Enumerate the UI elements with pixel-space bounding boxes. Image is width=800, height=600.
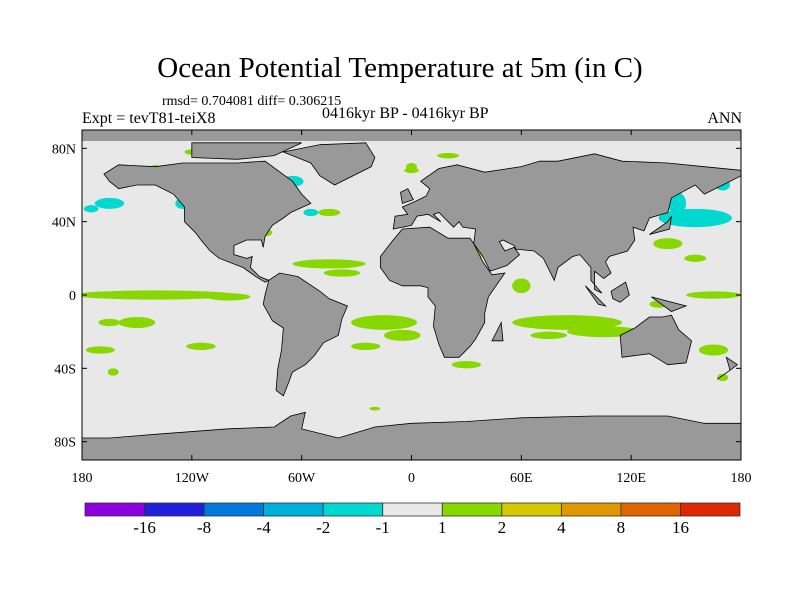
cool-anomaly-6	[303, 208, 319, 217]
warm-anomaly-19	[318, 208, 341, 217]
south-america	[262, 272, 348, 397]
colorbar-box	[441, 502, 503, 517]
cool-anomaly-2	[94, 197, 125, 209]
colorbar-label: 4	[557, 518, 566, 537]
colorbar-label: -16	[133, 518, 156, 537]
greenland	[281, 142, 376, 186]
australia	[619, 314, 693, 366]
y-tick-label: 80S	[54, 436, 76, 451]
warm-anomaly-4	[351, 315, 417, 330]
season-label: ANN	[707, 110, 742, 127]
antarctica	[82, 411, 741, 460]
x-tick-label: 60E	[510, 471, 533, 486]
map-layer	[82, 130, 741, 460]
experiment-label: Expt = tevT81-teiX8	[82, 110, 216, 127]
arctic-cap	[82, 130, 741, 141]
warm-anomaly-28	[107, 368, 119, 376]
cool-anomaly-1	[667, 192, 687, 215]
colorbar-label: -4	[256, 518, 271, 537]
madagascar	[491, 321, 504, 342]
warm-anomaly-9	[530, 331, 568, 340]
warm-anomaly-22	[653, 238, 683, 250]
plot-title: Ocean Potential Temperature at 5m (in C)	[157, 52, 643, 84]
y-tick-label: 40S	[54, 362, 76, 377]
warm-anomaly-5	[384, 329, 421, 341]
colorbar-label: -2	[316, 518, 331, 537]
warm-anomaly-12	[186, 342, 216, 351]
stats-text: rmsd= 0.704081 diff= 0.306215	[162, 94, 342, 109]
japan	[649, 215, 672, 235]
cool-anomaly-3	[83, 205, 99, 213]
warm-anomaly-16	[98, 318, 121, 327]
colorbar-label: 1	[438, 518, 447, 537]
warm-anomaly-1	[206, 293, 251, 301]
x-tick-label: 0	[408, 471, 415, 486]
colorbar-box	[382, 502, 443, 517]
new-guinea	[651, 296, 688, 312]
warm-anomaly-3	[323, 269, 361, 277]
y-tick-label: 80N	[52, 142, 76, 157]
warm-anomaly-2	[292, 259, 366, 269]
warm-anomaly-20	[437, 152, 460, 159]
colorbar-label: 2	[497, 518, 507, 537]
great-britain	[400, 188, 414, 204]
warm-anomaly-24	[684, 254, 707, 262]
warm-anomaly-18	[451, 361, 482, 369]
sumatra	[585, 285, 607, 307]
colorbar-box	[680, 502, 741, 517]
warm-anomaly-27	[717, 373, 729, 382]
colorbar-label: -1	[375, 518, 390, 537]
arctic-archipelago	[191, 142, 302, 160]
warm-anomaly-extra-1	[406, 163, 417, 171]
borneo	[610, 281, 630, 303]
colorbar-box	[501, 502, 562, 517]
x-tick-label: 180	[731, 471, 752, 486]
colorbar-box	[144, 502, 205, 517]
colorbar-label: 16	[671, 518, 689, 537]
warm-anomaly-6	[351, 342, 381, 351]
warm-anomaly-11	[118, 317, 156, 328]
colorbar-box	[84, 502, 145, 517]
warm-anomaly-10	[686, 291, 741, 299]
colorbar-box	[620, 502, 681, 517]
colorbar-box	[203, 502, 265, 517]
eurasia	[392, 153, 741, 294]
warm-anomaly-7	[512, 315, 623, 330]
colorbar-box	[263, 502, 324, 517]
colorbar-label: 8	[616, 518, 626, 537]
x-tick-label: 120E	[616, 471, 646, 486]
warm-anomaly-15	[85, 346, 115, 354]
x-tick-label: 180	[72, 471, 93, 486]
new-zealand	[716, 356, 739, 380]
x-tick-label: 60W	[288, 471, 316, 486]
africa	[379, 226, 506, 358]
y-tick-label: 40N	[52, 216, 76, 231]
y-tick-label: 0	[69, 289, 76, 304]
colorbar-box	[560, 502, 622, 517]
north-america	[103, 160, 312, 283]
warm-anomaly-0	[82, 290, 238, 300]
x-tick-label: 120W	[175, 471, 210, 486]
colorbar-box	[322, 502, 384, 517]
warm-anomaly-14	[698, 344, 729, 356]
colorbar-label: -8	[196, 518, 212, 537]
period-label: 0416kyr BP - 0416kyr BP	[322, 105, 489, 122]
warm-anomaly-17	[512, 278, 531, 294]
warm-anomaly-29	[369, 406, 381, 411]
